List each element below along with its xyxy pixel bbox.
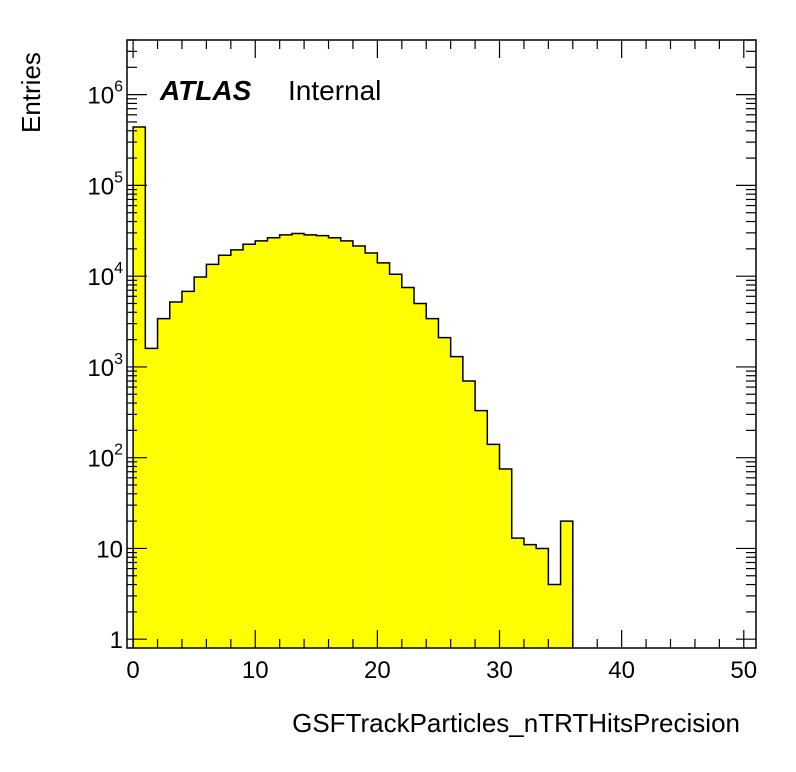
histogram-bin xyxy=(145,348,158,648)
histogram-bin xyxy=(450,356,463,648)
histogram-bin xyxy=(475,410,488,648)
y-tick-label: 103 xyxy=(87,351,123,382)
histogram-bin xyxy=(414,303,427,648)
histogram-bin xyxy=(499,469,512,648)
histogram-bin xyxy=(548,584,561,648)
histogram-bin xyxy=(487,444,500,648)
histogram-bin xyxy=(462,380,476,648)
histogram-bin xyxy=(365,252,378,649)
histogram-bin xyxy=(426,318,439,648)
x-tick-label: 20 xyxy=(364,657,391,684)
y-tick-label: 1 xyxy=(110,627,123,654)
histogram-bin xyxy=(230,249,244,648)
histogram-bin xyxy=(340,240,353,648)
histogram-bin xyxy=(536,548,549,648)
y-tick-label: 102 xyxy=(87,442,123,473)
histogram-bin xyxy=(157,318,170,648)
histogram-bin xyxy=(511,538,524,648)
x-tick-label: 30 xyxy=(486,657,513,684)
histogram-bin xyxy=(328,237,341,649)
x-axis-title: GSFTrackParticles_nTRTHitsPrecision xyxy=(292,708,740,738)
histogram-bin xyxy=(279,234,292,648)
histogram-bin xyxy=(291,233,305,648)
histogram-bin xyxy=(133,127,146,648)
x-tick-label: 50 xyxy=(730,657,757,684)
histogram-bin xyxy=(218,255,231,649)
x-tick-label: 0 xyxy=(126,657,139,684)
y-tick-label: 104 xyxy=(87,260,123,291)
histogram xyxy=(132,126,574,649)
histogram-bin xyxy=(255,240,268,648)
histogram-bin xyxy=(401,287,415,648)
y-axis-tick-labels: 1 10 102 103 104 105 106 xyxy=(87,79,123,655)
x-axis-tick-labels: 0 10 20 30 40 50 xyxy=(126,657,757,684)
histogram-bin xyxy=(181,291,195,648)
histogram-bin xyxy=(316,235,329,648)
histogram-bin xyxy=(523,544,537,648)
histogram-bin xyxy=(438,337,451,648)
x-tick-label: 40 xyxy=(608,657,635,684)
atlas-label: ATLAS xyxy=(159,75,252,106)
histogram-bin xyxy=(389,274,402,648)
histogram-bin xyxy=(206,264,219,648)
histogram-outline xyxy=(132,126,574,648)
internal-label: Internal xyxy=(288,75,381,106)
histogram-bin xyxy=(352,245,366,649)
y-tick-label: 105 xyxy=(87,169,123,200)
histogram-bin xyxy=(169,301,182,648)
x-tick-label: 10 xyxy=(242,657,269,684)
histogram-bin xyxy=(194,276,207,648)
y-tick-label: 106 xyxy=(87,79,123,110)
plot-frame xyxy=(126,39,757,649)
y-axis-title: Entries xyxy=(16,52,46,133)
histogram-bin xyxy=(304,234,317,648)
histogram-bin xyxy=(267,237,280,649)
histogram-bin xyxy=(560,521,573,648)
histogram-bin xyxy=(243,244,256,648)
axis-ticks xyxy=(127,39,756,648)
histogram-bin xyxy=(377,262,390,648)
y-tick-label: 10 xyxy=(96,536,123,563)
